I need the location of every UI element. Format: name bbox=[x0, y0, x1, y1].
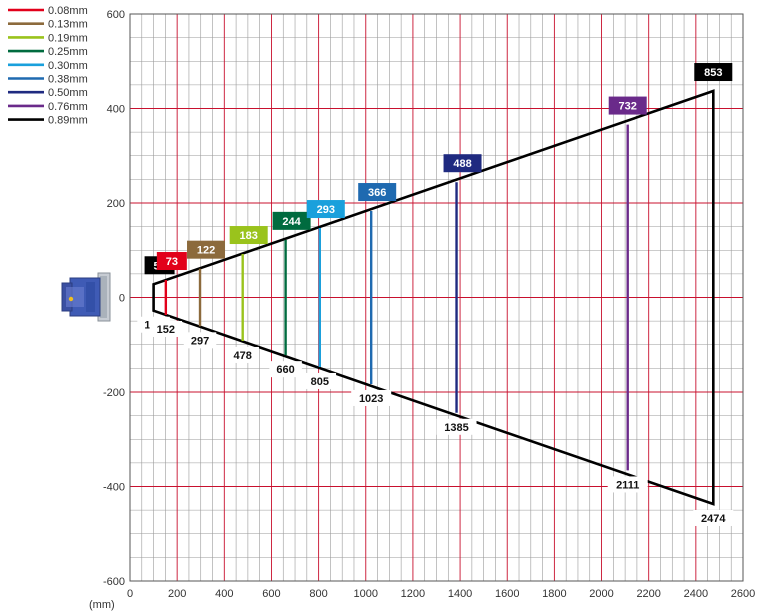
bottom-label-box bbox=[693, 509, 734, 526]
bottom-label: 2474 bbox=[701, 513, 726, 525]
legend-label: 0.08mm bbox=[48, 5, 88, 17]
bottom-label-box bbox=[436, 418, 477, 435]
y-tick-label: 0 bbox=[119, 293, 125, 305]
top-label: 366 bbox=[368, 187, 386, 199]
x-tick-label: 400 bbox=[215, 588, 233, 600]
x-tick-label: 1200 bbox=[401, 588, 425, 600]
top-label-box bbox=[608, 96, 647, 115]
bottom-label: 805 bbox=[311, 376, 329, 388]
x-tick-label: 2200 bbox=[636, 588, 660, 600]
legend-label: 0.13mm bbox=[48, 19, 88, 31]
x-tick-label: 0 bbox=[127, 588, 133, 600]
top-label: 73 bbox=[166, 256, 178, 268]
top-label-box bbox=[694, 63, 733, 82]
y-tick-label: -200 bbox=[103, 387, 125, 399]
top-label-box bbox=[358, 183, 397, 202]
top-label-box bbox=[306, 200, 345, 219]
unit-label: (mm) bbox=[89, 599, 115, 611]
legend-label: 0.19mm bbox=[48, 32, 88, 44]
top-label: 732 bbox=[619, 101, 637, 113]
x-tick-label: 1400 bbox=[448, 588, 472, 600]
top-label-box bbox=[443, 154, 482, 173]
y-axis-ticks: -600 -400 -200 0 200 400 600 bbox=[103, 9, 125, 588]
top-label: 183 bbox=[240, 230, 258, 242]
bottom-label-box bbox=[269, 361, 302, 378]
reading-envelope bbox=[152, 89, 715, 506]
bottom-label: 1385 bbox=[444, 422, 468, 434]
bottom-label: 478 bbox=[234, 350, 252, 362]
x-tick-label: 2600 bbox=[731, 588, 755, 600]
barcode-scanner-icon bbox=[61, 272, 111, 322]
x-tick-label: 2000 bbox=[589, 588, 613, 600]
bottom-label-box bbox=[149, 320, 183, 337]
x-tick-label: 1800 bbox=[542, 588, 566, 600]
x-tick-label: 1000 bbox=[354, 588, 378, 600]
top-label: 293 bbox=[317, 204, 335, 216]
top-label: 122 bbox=[197, 245, 215, 257]
top-label: 244 bbox=[282, 216, 301, 228]
x-tick-label: 2400 bbox=[684, 588, 708, 600]
bottom-label-box bbox=[351, 389, 392, 406]
legend-label: 0.25mm bbox=[48, 46, 88, 58]
series-lines bbox=[164, 91, 715, 504]
y-tick-label: 200 bbox=[107, 198, 125, 210]
bottom-label-box bbox=[607, 476, 648, 493]
bottom-label-box bbox=[226, 346, 259, 363]
legend-label: 0.38mm bbox=[48, 74, 88, 86]
bottom-label: 1023 bbox=[359, 393, 383, 405]
envelope-outline bbox=[152, 89, 715, 506]
x-tick-label: 1600 bbox=[495, 588, 519, 600]
x-tick-label: 600 bbox=[262, 588, 280, 600]
bottom-label: 2111 bbox=[616, 479, 639, 491]
top-label-box bbox=[229, 226, 268, 245]
y-tick-label: -600 bbox=[103, 576, 125, 588]
bottom-label-box bbox=[183, 332, 217, 349]
bottom-label: 660 bbox=[276, 364, 294, 376]
plot-border bbox=[129, 13, 744, 582]
y-tick-label: -400 bbox=[103, 482, 125, 494]
y-tick-label: 600 bbox=[107, 9, 125, 21]
legend-label: 0.89mm bbox=[48, 115, 88, 127]
x-axis-ticks: 0 200 400 600 800 1000 1200 1400 1600 1800 2000 220… bbox=[127, 588, 755, 600]
top-label-box bbox=[156, 252, 187, 271]
top-label-box bbox=[187, 240, 226, 259]
top-label: 853 bbox=[704, 67, 722, 79]
bottom-label-box bbox=[303, 372, 337, 389]
legend-label: 0.50mm bbox=[48, 87, 88, 99]
plot-frame bbox=[129, 13, 744, 582]
x-tick-label: 800 bbox=[309, 588, 327, 600]
legend-label: 0.30mm bbox=[48, 60, 88, 72]
legend-label: 0.76mm bbox=[48, 101, 88, 113]
bottom-label: 297 bbox=[191, 335, 209, 347]
y-tick-label: 400 bbox=[107, 104, 125, 116]
top-label-box bbox=[272, 211, 311, 230]
top-label: 488 bbox=[453, 158, 471, 170]
value-labels: 5610073152122297183478244660293805366102… bbox=[137, 63, 734, 526]
bottom-label: 152 bbox=[157, 324, 175, 336]
x-tick-label: 200 bbox=[168, 588, 186, 600]
